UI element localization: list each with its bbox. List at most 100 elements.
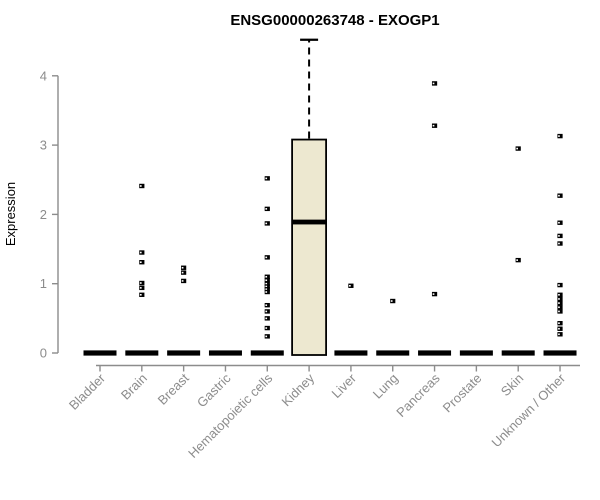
outlier-glyph-hole <box>265 275 268 278</box>
outlier-point <box>557 321 563 326</box>
outlier-point <box>264 278 270 283</box>
x-category-label: Liver <box>329 370 360 401</box>
y-tick-label: 1 <box>40 276 47 291</box>
outlier-glyph-hole <box>516 147 518 150</box>
outlier-point <box>431 123 438 128</box>
outlier-glyph <box>264 206 270 212</box>
x-category-label: Gastric <box>194 370 234 410</box>
outlier-glyph-hole <box>265 282 268 285</box>
outlier-glyph <box>264 316 270 321</box>
outlier-point <box>557 305 563 310</box>
outlier-glyph-hole <box>558 310 560 313</box>
boxplot-kidney <box>291 38 328 356</box>
outlier-point <box>264 316 270 321</box>
outlier-glyph <box>264 281 270 286</box>
outlier-point <box>264 281 270 286</box>
outlier-point <box>264 255 270 260</box>
outlier-glyph <box>139 260 145 265</box>
y-tick-label: 4 <box>40 68 47 83</box>
outlier-glyph-hole <box>139 282 142 284</box>
boxplot-hematopoietic-cells <box>250 176 284 356</box>
outlier-point <box>557 282 563 288</box>
x-category-label: Kidney <box>279 370 318 409</box>
outlier-point <box>139 260 145 265</box>
outlier-glyph-hole <box>265 317 268 320</box>
outlier-point <box>181 270 187 275</box>
outlier-point <box>181 278 187 284</box>
outlier-glyph-hole <box>139 261 142 264</box>
outlier-point <box>181 265 187 270</box>
y-tick-label: 3 <box>40 138 47 153</box>
outlier-point <box>264 309 270 314</box>
zero-bar <box>334 350 368 356</box>
outlier-glyph <box>139 280 145 286</box>
outlier-glyph <box>264 302 270 308</box>
outlier-glyph <box>557 309 563 314</box>
outlier-glyph-hole <box>558 284 560 286</box>
boxplot-liver <box>334 283 368 356</box>
outlier-glyph <box>264 278 270 283</box>
outlier-glyph <box>557 326 563 331</box>
outlier-glyph-hole <box>558 242 560 245</box>
outlier-glyph <box>181 265 187 270</box>
outlier-point <box>264 274 270 279</box>
outlier-point <box>431 81 438 86</box>
zero-bar <box>83 350 117 356</box>
outlier-glyph-hole <box>265 208 268 210</box>
outlier-point <box>557 300 563 306</box>
outlier-glyph-hole <box>390 300 393 302</box>
outlier-glyph <box>264 334 270 339</box>
outlier-point <box>264 334 270 339</box>
outlier-glyph-hole <box>265 222 268 225</box>
outlier-point <box>557 332 563 337</box>
outlier-glyph <box>431 123 438 128</box>
outlier-point <box>264 176 270 181</box>
x-category-label: Lung <box>370 371 401 402</box>
outlier-glyph-hole <box>558 298 560 300</box>
outlier-point <box>557 220 563 225</box>
x-category-label: Skin <box>498 371 526 399</box>
outlier-glyph <box>557 292 563 297</box>
median-line <box>292 219 327 225</box>
outlier-point <box>264 289 270 295</box>
outlier-glyph-hole <box>349 284 351 287</box>
outlier-point <box>431 291 438 297</box>
outlier-glyph-hole <box>516 259 518 261</box>
zero-bar <box>208 350 242 356</box>
outlier-glyph <box>431 291 438 297</box>
outlier-point <box>390 298 396 304</box>
x-category-label: Unknown / Other <box>489 370 569 450</box>
box <box>291 138 328 356</box>
y-axis-title: Expression <box>3 182 18 246</box>
outlier-glyph <box>557 282 563 288</box>
outlier-glyph-hole <box>265 256 268 259</box>
outlier-glyph <box>557 305 563 310</box>
boxplot-bladder <box>83 350 117 356</box>
outlier-glyph <box>264 176 270 181</box>
x-category-label: Breast <box>155 370 192 407</box>
outlier-point <box>557 193 563 198</box>
outlier-glyph-hole <box>265 335 268 338</box>
outlier-glyph-hole <box>139 251 142 254</box>
outlier-glyph-hole <box>265 177 268 180</box>
boxplot-pancreas <box>418 81 452 356</box>
outlier-glyph <box>264 289 270 295</box>
outlier-glyph-hole <box>181 280 184 282</box>
outlier-glyph-hole <box>558 235 560 237</box>
outlier-glyph-hole <box>181 271 184 274</box>
outlier-glyph <box>264 274 270 279</box>
outlier-glyph-hole <box>265 327 268 329</box>
outlier-glyph-hole <box>432 293 435 295</box>
chart-title: ENSG00000263748 - EXOGP1 <box>230 12 439 29</box>
outlier-glyph <box>557 193 563 198</box>
outlier-glyph <box>390 298 396 304</box>
outlier-glyph-hole <box>558 302 560 304</box>
outlier-glyph-hole <box>265 291 268 293</box>
outlier-glyph-hole <box>181 266 184 269</box>
outlier-glyph <box>431 81 438 86</box>
boxplot-prostate <box>459 350 493 356</box>
x-category-label: Bladder <box>66 370 109 413</box>
outlier-point <box>348 283 354 288</box>
outlier-point <box>515 257 521 263</box>
